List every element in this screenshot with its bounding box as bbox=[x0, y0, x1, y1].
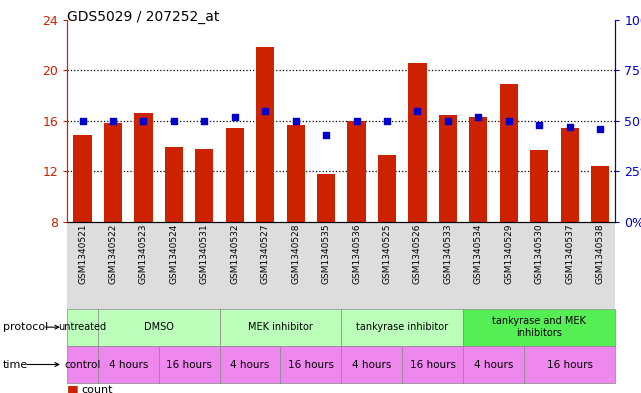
Text: time: time bbox=[3, 360, 28, 369]
Text: 4 hours: 4 hours bbox=[474, 360, 513, 369]
Point bbox=[108, 118, 118, 124]
Bar bbox=[256, 48, 274, 222]
Text: ■: ■ bbox=[67, 383, 79, 393]
Bar bbox=[408, 62, 427, 222]
Text: 16 hours: 16 hours bbox=[288, 360, 334, 369]
Point bbox=[229, 114, 240, 120]
Text: 4 hours: 4 hours bbox=[108, 360, 148, 369]
Bar bbox=[530, 150, 549, 222]
Bar bbox=[500, 84, 518, 222]
Point bbox=[595, 126, 605, 132]
Point bbox=[169, 118, 179, 124]
Point bbox=[473, 114, 483, 120]
Point bbox=[138, 118, 149, 124]
Text: protocol: protocol bbox=[3, 322, 49, 332]
Text: GDS5029 / 207252_at: GDS5029 / 207252_at bbox=[67, 10, 220, 24]
Text: tankyrase inhibitor: tankyrase inhibitor bbox=[356, 322, 448, 332]
Bar bbox=[560, 129, 579, 222]
Point bbox=[321, 132, 331, 138]
Bar bbox=[287, 125, 304, 222]
Bar bbox=[317, 174, 335, 222]
Bar bbox=[469, 117, 488, 222]
Bar bbox=[591, 166, 609, 222]
Bar bbox=[165, 147, 183, 222]
Text: 4 hours: 4 hours bbox=[230, 360, 270, 369]
Text: control: control bbox=[64, 360, 101, 369]
Bar bbox=[196, 149, 213, 222]
Point bbox=[78, 118, 88, 124]
Text: 16 hours: 16 hours bbox=[166, 360, 212, 369]
Point bbox=[565, 124, 575, 130]
Bar bbox=[378, 155, 396, 222]
Point bbox=[382, 118, 392, 124]
Bar bbox=[104, 123, 122, 222]
Text: 16 hours: 16 hours bbox=[547, 360, 593, 369]
Text: 4 hours: 4 hours bbox=[352, 360, 392, 369]
Point bbox=[351, 118, 362, 124]
Text: count: count bbox=[81, 385, 113, 393]
Point bbox=[199, 118, 210, 124]
Text: untreated: untreated bbox=[58, 322, 106, 332]
Bar bbox=[226, 129, 244, 222]
Point bbox=[504, 118, 514, 124]
Point bbox=[260, 108, 271, 114]
Bar bbox=[134, 113, 153, 222]
Point bbox=[290, 118, 301, 124]
Point bbox=[412, 108, 422, 114]
Bar bbox=[347, 121, 365, 222]
Text: MEK inhibitor: MEK inhibitor bbox=[248, 322, 313, 332]
Text: tankyrase and MEK
inhibitors: tankyrase and MEK inhibitors bbox=[492, 316, 586, 338]
Point bbox=[443, 118, 453, 124]
Bar bbox=[73, 135, 92, 222]
Point bbox=[534, 122, 544, 128]
Text: DMSO: DMSO bbox=[144, 322, 174, 332]
Bar bbox=[438, 114, 457, 222]
Text: 16 hours: 16 hours bbox=[410, 360, 456, 369]
